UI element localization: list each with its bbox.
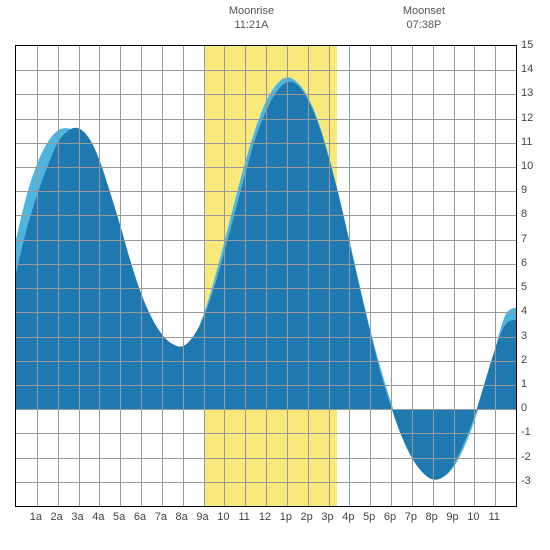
grid-v bbox=[329, 46, 330, 506]
x-tick: 9a bbox=[196, 511, 208, 521]
grid-h bbox=[16, 312, 516, 313]
x-tick: 11 bbox=[488, 511, 499, 521]
x-tick: 3a bbox=[71, 511, 83, 521]
grid-v bbox=[224, 46, 225, 506]
grid-v bbox=[266, 46, 267, 506]
grid-h bbox=[16, 94, 516, 95]
grid-v bbox=[308, 46, 309, 506]
y-tick: -3 bbox=[521, 475, 543, 487]
moonrise-time: 11:21A bbox=[234, 19, 268, 31]
y-tick: 5 bbox=[521, 281, 543, 293]
x-tick: 9p bbox=[446, 511, 458, 521]
x-tick: 12 bbox=[259, 511, 271, 521]
grid-v bbox=[454, 46, 455, 506]
x-tick: 4a bbox=[92, 511, 104, 521]
grid-v bbox=[58, 46, 59, 506]
x-tick: 8a bbox=[176, 511, 188, 521]
grid-v bbox=[204, 46, 205, 506]
moonset-title: Moonset bbox=[403, 5, 445, 17]
grid-h bbox=[16, 458, 516, 459]
grid-h bbox=[16, 119, 516, 120]
grid-h bbox=[16, 361, 516, 362]
moonset-time: 07:38P bbox=[407, 19, 442, 31]
y-tick: 13 bbox=[521, 87, 543, 99]
x-tick: 7p bbox=[405, 511, 417, 521]
grid-v bbox=[37, 46, 38, 506]
grid-v bbox=[495, 46, 496, 506]
grid-v bbox=[162, 46, 163, 506]
y-tick: 0 bbox=[521, 402, 543, 414]
moonrise-title: Moonrise bbox=[229, 5, 274, 17]
x-tick: 6p bbox=[384, 511, 396, 521]
y-tick: 8 bbox=[521, 208, 543, 220]
y-tick: 4 bbox=[521, 305, 543, 317]
y-tick: -1 bbox=[521, 426, 543, 438]
y-tick: -2 bbox=[521, 451, 543, 463]
x-tick: 2p bbox=[301, 511, 313, 521]
y-tick: 1 bbox=[521, 378, 543, 390]
y-tick: 12 bbox=[521, 112, 543, 124]
grid-h bbox=[16, 240, 516, 241]
y-tick: 10 bbox=[521, 160, 543, 172]
grid-v bbox=[370, 46, 371, 506]
grid-h bbox=[16, 70, 516, 71]
grid-v bbox=[412, 46, 413, 506]
grid-v bbox=[287, 46, 288, 506]
moonset-label: Moonset 07:38P bbox=[403, 4, 445, 33]
grid-h bbox=[16, 215, 516, 216]
grid-v bbox=[245, 46, 246, 506]
tide-chart: Moonrise 11:21A Moonset 07:38P -3-2-1012… bbox=[0, 0, 550, 550]
y-tick: 6 bbox=[521, 257, 543, 269]
x-tick: 5a bbox=[113, 511, 125, 521]
y-tick: 9 bbox=[521, 184, 543, 196]
y-tick: 15 bbox=[521, 39, 543, 51]
grid-h bbox=[16, 191, 516, 192]
grid-v bbox=[99, 46, 100, 506]
moonrise-label: Moonrise 11:21A bbox=[229, 4, 274, 33]
grid-h bbox=[16, 482, 516, 483]
x-tick: 1a bbox=[30, 511, 42, 521]
grid-h bbox=[16, 409, 516, 410]
x-tick: 5p bbox=[363, 511, 375, 521]
y-tick: 3 bbox=[521, 330, 543, 342]
x-tick: 4p bbox=[342, 511, 354, 521]
grid-h bbox=[16, 288, 516, 289]
x-tick: 6a bbox=[134, 511, 146, 521]
grid-h bbox=[16, 337, 516, 338]
x-tick: 3p bbox=[321, 511, 333, 521]
grid-v bbox=[120, 46, 121, 506]
grid-h bbox=[16, 433, 516, 434]
y-tick: 14 bbox=[521, 63, 543, 75]
moon-labels: Moonrise 11:21A Moonset 07:38P bbox=[0, 4, 550, 44]
grid-v bbox=[141, 46, 142, 506]
grid-v bbox=[183, 46, 184, 506]
x-tick: 8p bbox=[426, 511, 438, 521]
grid-v bbox=[433, 46, 434, 506]
grid-v bbox=[474, 46, 475, 506]
y-tick: 2 bbox=[521, 354, 543, 366]
x-tick: 7a bbox=[155, 511, 167, 521]
grid-v bbox=[391, 46, 392, 506]
grid-h bbox=[16, 143, 516, 144]
x-tick: 2a bbox=[51, 511, 63, 521]
grid-h bbox=[16, 385, 516, 386]
x-tick: 11 bbox=[238, 511, 249, 521]
x-tick: 10 bbox=[217, 511, 229, 521]
y-tick: 11 bbox=[521, 136, 543, 148]
x-tick: 1p bbox=[280, 511, 292, 521]
x-tick: 10 bbox=[467, 511, 479, 521]
grid-h bbox=[16, 167, 516, 168]
plot-area bbox=[15, 45, 517, 507]
grid-v bbox=[349, 46, 350, 506]
grid-v bbox=[79, 46, 80, 506]
y-tick: 7 bbox=[521, 233, 543, 245]
grid-h bbox=[16, 264, 516, 265]
